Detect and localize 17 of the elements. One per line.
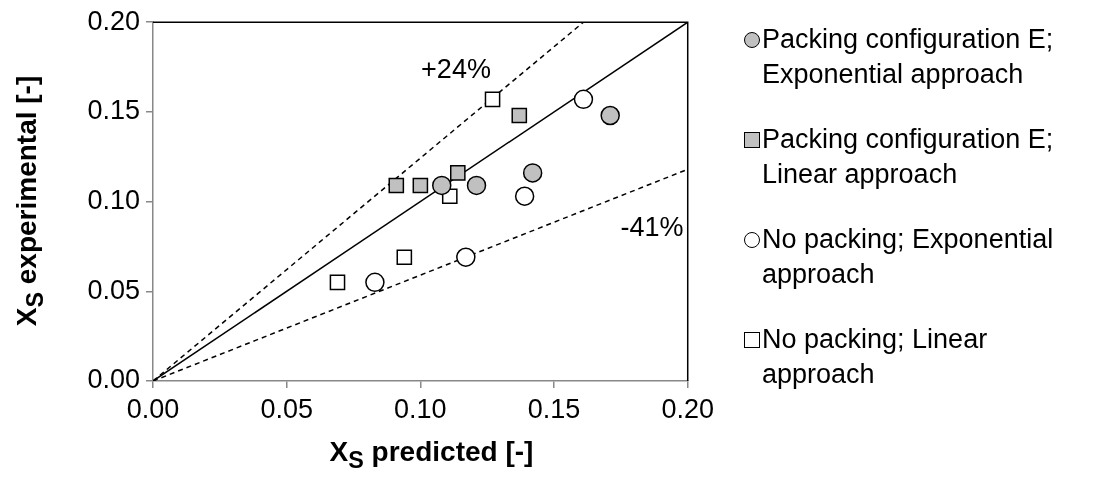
y-tick-label: 0.05	[87, 274, 140, 305]
legend-label: Packing configuration E; Linear approach	[762, 123, 1055, 191]
x-tick-label: 0.05	[260, 393, 313, 424]
legend-label: No packing; Linear approach	[762, 323, 989, 391]
y-tick-label: 0.10	[87, 185, 140, 216]
annotation: -41%	[620, 211, 684, 243]
annotation: +24%	[421, 53, 491, 85]
legend-label: Packing configuration E; Exponential approach	[762, 23, 1055, 91]
y-tick-label: 0.15	[87, 95, 140, 126]
x-tick-label: 0.20	[661, 393, 715, 424]
y-tick-label: 0.00	[87, 364, 140, 395]
x-axis-title: X$_{S}$ predicted [-]	[328, 436, 535, 474]
y-tick-label: 0.20	[87, 5, 140, 36]
x-tick-label: 0.15	[527, 393, 581, 424]
legend-label: No packing; Exponential approach	[762, 223, 1055, 291]
x-tick-label: 0.00	[126, 393, 180, 424]
x-tick-label: 0.10	[394, 393, 447, 424]
